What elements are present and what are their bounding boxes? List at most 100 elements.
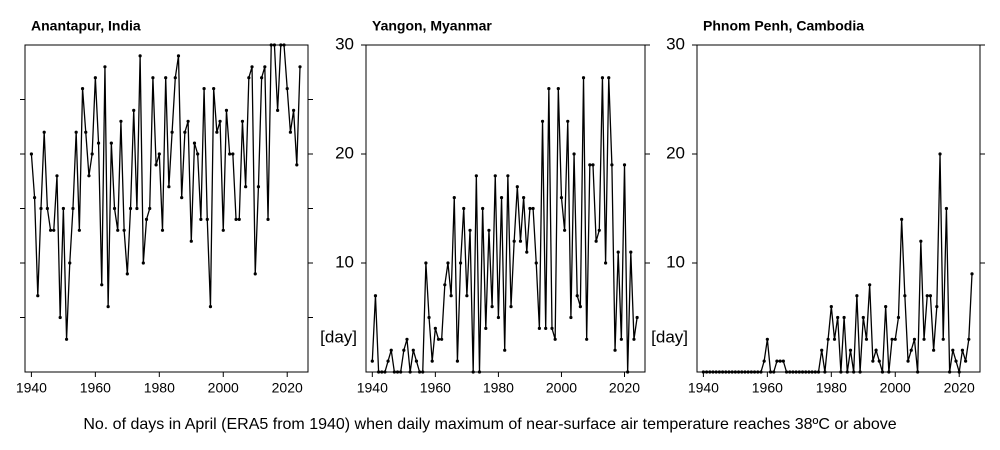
x-tick-label: 1980	[483, 380, 514, 396]
data-point	[842, 315, 846, 320]
panel-title: Yangon, Myanmar	[372, 18, 492, 34]
data-point	[810, 370, 814, 374]
data-point	[752, 370, 757, 374]
data-point	[743, 370, 747, 374]
data-point	[506, 174, 510, 178]
data-point	[749, 370, 753, 374]
y-tick-label: 20	[666, 143, 685, 162]
data-point	[622, 163, 627, 167]
data-point	[87, 174, 91, 178]
data-point	[61, 206, 65, 211]
data-point	[544, 326, 548, 330]
data-point	[263, 65, 267, 69]
data-point	[176, 54, 181, 58]
data-point	[144, 217, 149, 221]
data-point	[518, 239, 523, 243]
data-point	[250, 65, 254, 69]
data-point	[170, 130, 174, 134]
data-point	[199, 217, 203, 221]
data-point	[77, 228, 81, 232]
data-point	[954, 359, 958, 363]
data-point	[39, 206, 43, 211]
data-point	[916, 370, 920, 374]
data-point	[874, 348, 878, 352]
data-point	[813, 370, 817, 374]
data-point	[116, 228, 120, 232]
data-point	[778, 359, 782, 363]
data-point	[704, 370, 709, 374]
data-point	[256, 185, 261, 189]
data-point	[733, 370, 737, 374]
data-point	[436, 337, 441, 341]
data-point	[559, 196, 564, 200]
data-point	[509, 305, 513, 309]
data-point	[405, 337, 409, 341]
data-point	[919, 239, 923, 243]
data-point	[380, 370, 384, 374]
data-point	[455, 359, 460, 363]
data-point	[218, 119, 222, 123]
data-point	[967, 337, 971, 341]
data-point	[714, 370, 718, 374]
data-point	[948, 370, 952, 374]
data-point	[71, 206, 75, 211]
data-point	[829, 305, 833, 309]
data-point	[537, 326, 541, 330]
data-point	[484, 326, 488, 330]
data-point	[443, 283, 447, 287]
data-point	[421, 370, 425, 374]
data-point	[717, 370, 721, 374]
data-point	[135, 206, 139, 211]
data-point	[48, 228, 53, 232]
data-point	[68, 261, 72, 265]
data-point	[234, 217, 238, 221]
data-point	[896, 315, 901, 320]
x-tick-label: 1980	[816, 380, 847, 396]
data-point	[720, 370, 725, 374]
data-point	[836, 315, 840, 320]
data-point	[635, 315, 639, 320]
data-point	[941, 337, 945, 341]
data-point	[531, 206, 535, 211]
data-point	[788, 370, 792, 374]
data-point	[591, 163, 595, 167]
data-point	[607, 76, 611, 80]
data-point	[935, 305, 939, 309]
data-point	[575, 294, 579, 298]
data-point	[292, 108, 296, 112]
y-tick-label: 30	[666, 34, 685, 53]
data-point	[730, 370, 734, 374]
data-point	[525, 250, 529, 254]
data-point	[756, 370, 760, 374]
data-point	[740, 370, 744, 374]
data-point	[826, 337, 830, 341]
data-point	[746, 370, 750, 374]
data-point	[74, 130, 78, 134]
data-point	[626, 370, 630, 374]
data-point	[221, 228, 225, 232]
x-tick-label: 1960	[80, 380, 111, 396]
data-point	[462, 206, 466, 211]
data-point	[938, 152, 942, 156]
data-point	[141, 261, 145, 265]
data-point	[279, 43, 283, 47]
data-point	[196, 152, 200, 156]
data-point	[240, 119, 245, 123]
data-point	[58, 315, 62, 320]
data-point	[632, 337, 636, 341]
data-point	[440, 337, 444, 341]
data-point	[944, 206, 949, 211]
x-tick-label: 1980	[144, 380, 175, 396]
data-point	[80, 87, 85, 91]
data-point	[253, 272, 257, 276]
data-point	[890, 337, 894, 341]
data-point	[446, 261, 450, 265]
data-point	[224, 108, 229, 112]
data-line	[371, 77, 638, 373]
data-point	[807, 370, 811, 374]
data-point	[154, 163, 158, 167]
data-point	[957, 370, 961, 374]
data-point	[208, 305, 213, 309]
data-point	[906, 359, 910, 363]
data-point	[55, 174, 59, 178]
